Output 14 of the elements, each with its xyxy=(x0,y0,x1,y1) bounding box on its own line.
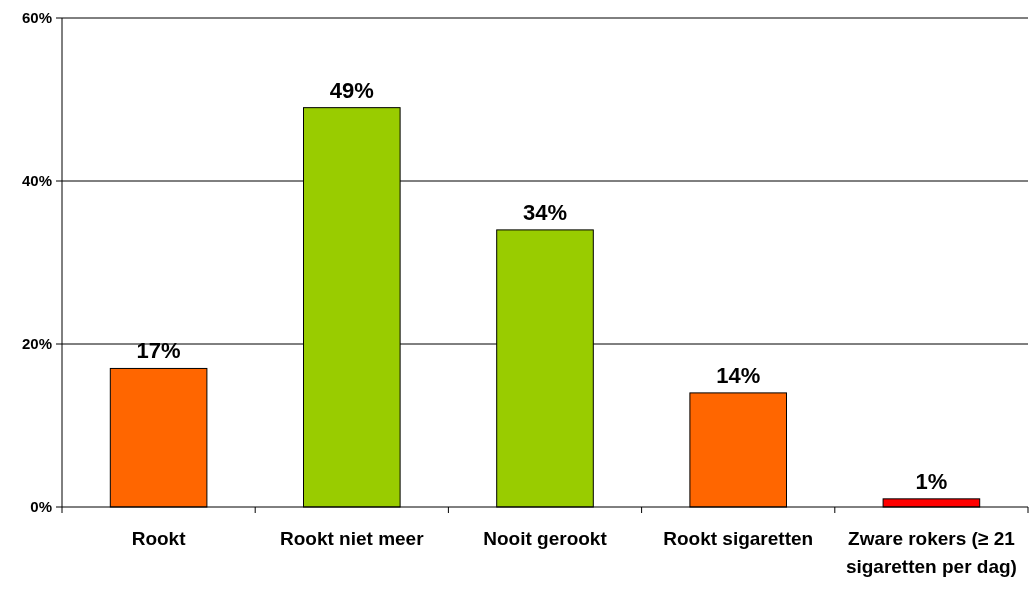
y-tick-label: 0% xyxy=(30,498,52,516)
x-tick-label: Rookt xyxy=(131,528,187,549)
x-tick-label: Nooit gerookt xyxy=(483,528,608,549)
x-tick-label: Rookt niet meer xyxy=(280,528,425,549)
data-label: 14% xyxy=(716,362,761,388)
y-tick-label: 40% xyxy=(21,172,52,190)
x-tick-label: Rookt sigaretten xyxy=(663,528,814,549)
y-tick-label: 60% xyxy=(21,9,52,27)
y-tick-label: 20% xyxy=(21,335,52,353)
data-label: 17% xyxy=(136,338,181,364)
data-label: 1% xyxy=(915,468,948,494)
data-label: 49% xyxy=(329,77,374,103)
x-tick-label: Zware rokers (≥ 21 sigaretten per dag) xyxy=(845,528,1017,577)
data-label: 34% xyxy=(522,199,568,225)
